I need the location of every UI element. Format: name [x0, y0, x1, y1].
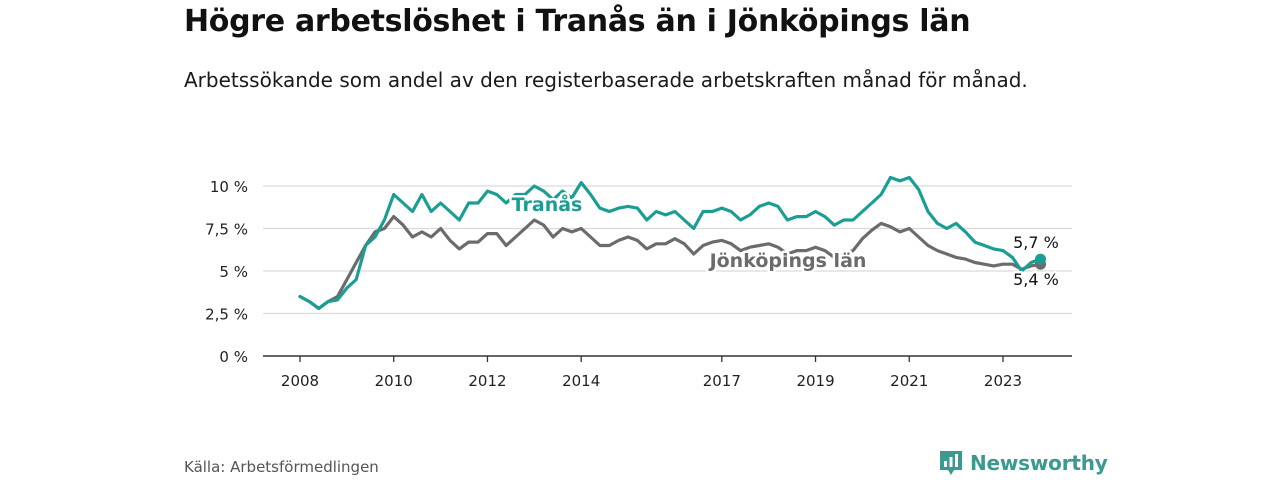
series-line-tranas [298, 175, 1043, 310]
series-label-tranas: Tranås [512, 192, 583, 216]
chart-subtitle: Arbetssökande som andel av den registerb… [184, 68, 1028, 92]
x-tick-label: 2017 [703, 372, 741, 390]
x-tick-label: 2012 [468, 372, 506, 390]
x-tick-label: 2019 [796, 372, 834, 390]
y-axis-tick-labels: 0 % 2,5 % 5 % 7,5 % 10 % [205, 178, 248, 366]
x-axis: 2008 2010 2012 2014 2017 2019 2021 2023 [263, 355, 1072, 390]
y-tick-label: 7,5 % [205, 221, 248, 239]
line-chart: 0 % 2,5 % 5 % 7,5 % 10 % 2008 2010 2012 2014 201… [205, 175, 1072, 390]
x-tick-label: 2023 [984, 372, 1022, 390]
chart-title: Högre arbetslöshet i Tranås än i Jönköpi… [184, 4, 971, 39]
source-note: Källa: Arbetsförmedlingen [184, 458, 379, 476]
series-endpoint-tranas [1034, 253, 1046, 265]
series-labels: Tranås Jönköpings län 5,7 % 5,4 % [509, 190, 1061, 292]
series-lines [298, 175, 1046, 310]
brand-logo: Newsworthy [938, 449, 1108, 477]
x-tick-label: 2014 [562, 372, 600, 390]
y-tick-label: 10 % [210, 178, 248, 196]
end-value-label-jonkopings-lan: 5,4 % [1013, 270, 1059, 289]
end-value-label-tranas: 5,7 % [1013, 233, 1059, 252]
x-tick-label: 2008 [281, 372, 319, 390]
x-tick-label: 2021 [890, 372, 928, 390]
y-tick-label: 2,5 % [205, 306, 248, 324]
y-tick-label: 5 % [219, 263, 248, 281]
y-tick-label: 0 % [219, 348, 248, 366]
series-label-jonkopings-lan: Jönköpings län [708, 250, 867, 272]
series-line-jonkopings-lan [298, 215, 1043, 310]
gridlines [263, 185, 1072, 315]
x-tick-label: 2010 [375, 372, 413, 390]
newsworthy-logo-icon [940, 451, 962, 475]
brand-name: Newsworthy [970, 451, 1108, 475]
